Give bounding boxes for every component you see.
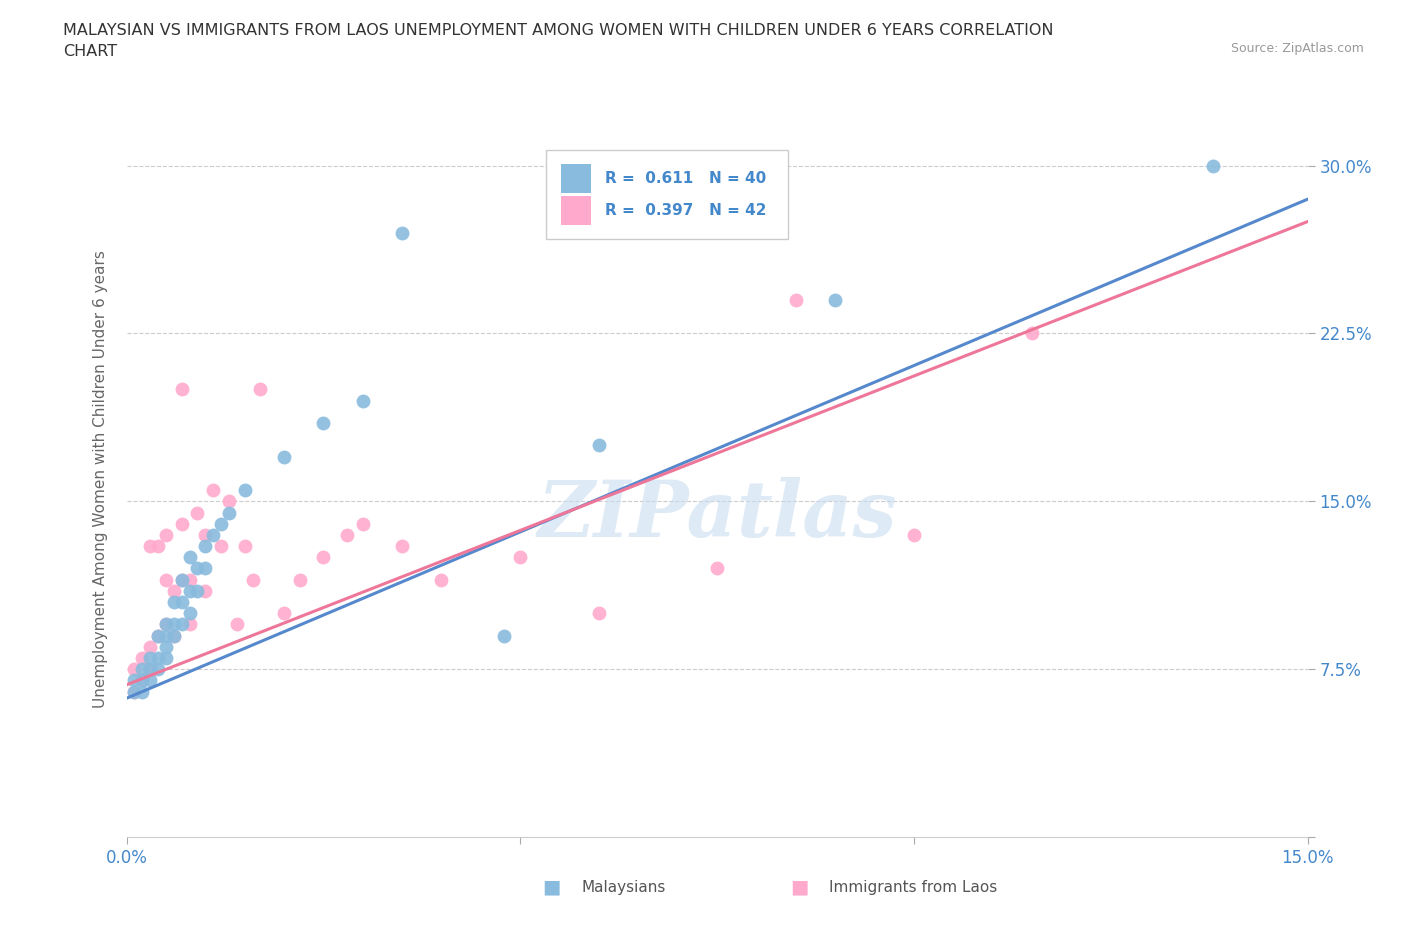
Point bbox=[903, 527, 925, 542]
Point bbox=[785, 293, 807, 308]
Point bbox=[155, 527, 177, 542]
Point bbox=[179, 583, 201, 598]
Point bbox=[391, 225, 413, 240]
Text: R =  0.397   N = 42: R = 0.397 N = 42 bbox=[605, 203, 766, 218]
Point bbox=[1202, 158, 1225, 173]
Point bbox=[179, 605, 201, 620]
Point bbox=[170, 572, 193, 587]
Point bbox=[170, 516, 193, 531]
Point bbox=[131, 662, 153, 677]
Point bbox=[170, 572, 193, 587]
Point bbox=[170, 594, 193, 609]
Point bbox=[202, 527, 225, 542]
Point bbox=[139, 662, 162, 677]
Point bbox=[139, 673, 162, 688]
Point bbox=[509, 550, 531, 565]
Point bbox=[155, 639, 177, 654]
Point bbox=[824, 293, 846, 308]
Point bbox=[194, 538, 217, 553]
Point bbox=[194, 583, 217, 598]
Point bbox=[273, 605, 295, 620]
Point bbox=[146, 538, 169, 553]
Text: Source: ZipAtlas.com: Source: ZipAtlas.com bbox=[1230, 42, 1364, 55]
Point bbox=[163, 628, 186, 643]
FancyBboxPatch shape bbox=[546, 150, 787, 239]
Point bbox=[124, 684, 146, 699]
Text: ■: ■ bbox=[790, 878, 808, 897]
Point bbox=[706, 561, 728, 576]
Point bbox=[202, 483, 225, 498]
Point bbox=[288, 572, 311, 587]
Point bbox=[186, 505, 208, 520]
Point bbox=[124, 673, 146, 688]
Point bbox=[131, 651, 153, 666]
Point bbox=[494, 628, 516, 643]
Point bbox=[194, 527, 217, 542]
Point bbox=[249, 382, 271, 397]
Point bbox=[124, 684, 146, 699]
Point bbox=[146, 651, 169, 666]
Point bbox=[163, 583, 186, 598]
Point bbox=[155, 572, 177, 587]
Text: ZIPatlas: ZIPatlas bbox=[537, 476, 897, 553]
Point bbox=[352, 393, 374, 408]
Text: Immigrants from Laos: Immigrants from Laos bbox=[830, 880, 997, 895]
Point bbox=[186, 583, 208, 598]
Point bbox=[163, 628, 186, 643]
Point bbox=[163, 594, 186, 609]
Point bbox=[146, 628, 169, 643]
Point bbox=[312, 416, 335, 431]
Point bbox=[163, 617, 186, 631]
Text: ■: ■ bbox=[543, 878, 561, 897]
Text: MALAYSIAN VS IMMIGRANTS FROM LAOS UNEMPLOYMENT AMONG WOMEN WITH CHILDREN UNDER 6: MALAYSIAN VS IMMIGRANTS FROM LAOS UNEMPL… bbox=[63, 23, 1053, 60]
Point bbox=[588, 605, 610, 620]
Point bbox=[179, 550, 201, 565]
Point bbox=[139, 639, 162, 654]
FancyBboxPatch shape bbox=[561, 196, 591, 225]
Point bbox=[242, 572, 264, 587]
Point bbox=[391, 538, 413, 553]
Point bbox=[139, 662, 162, 677]
Point bbox=[139, 651, 162, 666]
Point bbox=[218, 505, 240, 520]
Point bbox=[131, 673, 153, 688]
Point bbox=[186, 561, 208, 576]
Point bbox=[273, 449, 295, 464]
Point bbox=[218, 494, 240, 509]
Point bbox=[155, 628, 177, 643]
Point bbox=[430, 572, 453, 587]
Point bbox=[233, 483, 256, 498]
Point bbox=[146, 662, 169, 677]
Point bbox=[194, 561, 217, 576]
Point bbox=[170, 382, 193, 397]
Point bbox=[336, 527, 359, 542]
Point bbox=[1021, 326, 1043, 341]
Point bbox=[179, 617, 201, 631]
Point bbox=[225, 617, 247, 631]
Point bbox=[352, 516, 374, 531]
Point bbox=[179, 572, 201, 587]
Point bbox=[209, 538, 232, 553]
Point bbox=[139, 538, 162, 553]
Point bbox=[233, 538, 256, 553]
Point bbox=[209, 516, 232, 531]
FancyBboxPatch shape bbox=[561, 164, 591, 193]
Text: Malaysians: Malaysians bbox=[581, 880, 665, 895]
Point bbox=[155, 617, 177, 631]
Point bbox=[131, 684, 153, 699]
Point bbox=[312, 550, 335, 565]
Point bbox=[155, 617, 177, 631]
Text: R =  0.611   N = 40: R = 0.611 N = 40 bbox=[605, 171, 766, 186]
Point bbox=[170, 617, 193, 631]
Point bbox=[588, 438, 610, 453]
Point bbox=[131, 673, 153, 688]
Point bbox=[146, 628, 169, 643]
Point bbox=[155, 651, 177, 666]
Y-axis label: Unemployment Among Women with Children Under 6 years: Unemployment Among Women with Children U… bbox=[93, 250, 108, 708]
Point bbox=[124, 662, 146, 677]
